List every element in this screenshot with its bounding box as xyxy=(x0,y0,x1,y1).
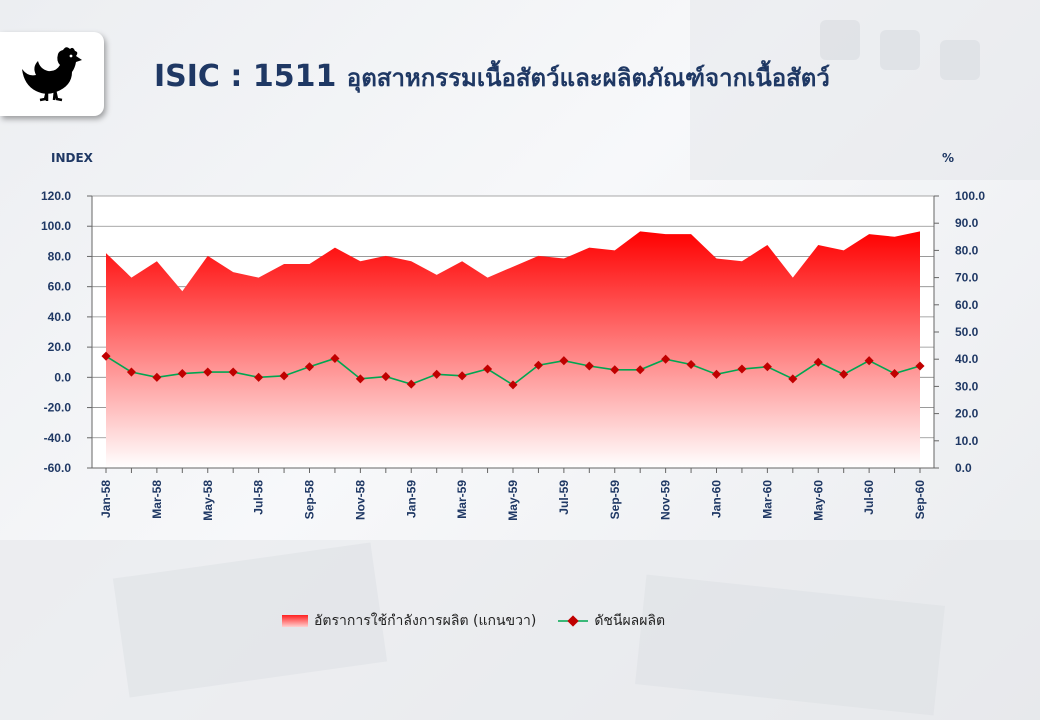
industry-name: อุตสาหกรรมเนื้อสัตว์และผลิตภัณฑ์จากเนื้อ… xyxy=(346,64,830,92)
x-tick-label: Jan-60 xyxy=(710,480,724,518)
right-tick-label: 10.0 xyxy=(955,434,979,448)
left-tick-label: 80.0 xyxy=(48,249,72,263)
x-tick-label: Nov-58 xyxy=(353,480,367,520)
production-index-point xyxy=(711,369,722,379)
right-tick-label: 70.0 xyxy=(955,271,979,285)
production-index-point xyxy=(508,380,518,390)
x-tick-label: Sep-59 xyxy=(608,480,622,520)
production-index-point xyxy=(737,364,747,374)
right-tick-label: 60.0 xyxy=(955,298,979,312)
x-tick-label: Nov-59 xyxy=(659,480,673,520)
left-tick-label: -40.0 xyxy=(44,431,72,445)
left-tick-label: 120.0 xyxy=(41,189,71,203)
page-title: ISIC : 1511 อุตสาหกรรมเนื้อสัตว์และผลิตภ… xyxy=(154,58,830,97)
right-tick-label: 30.0 xyxy=(955,379,979,393)
production-index-point xyxy=(126,367,136,377)
left-tick-label: -60.0 xyxy=(44,461,72,475)
isic-code: ISIC : 1511 xyxy=(154,59,337,94)
x-tick-label: Jan-58 xyxy=(99,480,113,518)
x-tick-label: May-58 xyxy=(201,480,215,521)
left-tick-label: 100.0 xyxy=(41,219,71,233)
x-tick-label: Jul-60 xyxy=(862,480,876,515)
left-axis-title: INDEX xyxy=(51,151,93,165)
right-tick-label: 80.0 xyxy=(955,243,979,257)
legend-line-swatch xyxy=(558,615,589,627)
x-tick-label: May-59 xyxy=(506,480,520,521)
icon-card xyxy=(0,32,104,116)
production-index-point xyxy=(152,372,162,382)
left-tick-label: 0.0 xyxy=(54,370,71,384)
x-tick-label: Sep-58 xyxy=(303,480,317,520)
left-tick-label: 20.0 xyxy=(48,340,72,354)
x-tick-label: Jan-59 xyxy=(404,480,418,518)
left-tick-label: 60.0 xyxy=(48,280,72,294)
right-tick-label: 100.0 xyxy=(955,189,985,203)
production-index-point xyxy=(101,351,111,361)
right-tick-label: 50.0 xyxy=(955,325,979,339)
production-index-point xyxy=(177,369,187,379)
x-tick-label: Jul-58 xyxy=(252,480,266,515)
production-index-point xyxy=(635,365,645,375)
legend-label-index: ดัชนีผลผลิต xyxy=(594,613,666,629)
legend-item-index: ดัชนีผลผลิต xyxy=(558,610,665,632)
left-tick-label: -20.0 xyxy=(44,401,72,415)
right-tick-label: 20.0 xyxy=(955,407,979,421)
chicken-icon xyxy=(22,47,82,102)
production-index-point xyxy=(610,365,620,375)
right-tick-label: 90.0 xyxy=(955,216,979,230)
legend-item-capacity: อัตราการใช้กำลังการผลิต (แกนขวา) xyxy=(282,610,536,632)
right-tick-label: 40.0 xyxy=(955,352,979,366)
x-tick-label: May-60 xyxy=(811,480,825,521)
production-index-point xyxy=(890,369,900,379)
production-index-point xyxy=(254,372,264,382)
left-tick-label: 40.0 xyxy=(48,310,72,324)
capacity-utilization-area xyxy=(106,231,920,468)
right-axis-title: % xyxy=(942,151,955,165)
right-tick-label: 0.0 xyxy=(955,461,972,475)
legend-area-swatch xyxy=(282,615,308,627)
production-index-point xyxy=(203,367,213,377)
x-tick-label: Jul-59 xyxy=(557,480,571,515)
x-tick-label: Mar-59 xyxy=(455,480,469,519)
production-index-point xyxy=(228,367,238,377)
x-tick-label: Sep-60 xyxy=(913,480,927,520)
legend-label-capacity: อัตราการใช้กำลังการผลิต (แกนขวา) xyxy=(314,613,537,629)
x-tick-label: Mar-58 xyxy=(150,480,164,519)
x-tick-label: Mar-60 xyxy=(760,480,774,519)
production-index-point xyxy=(839,369,849,379)
legend: อัตราการใช้กำลังการผลิต (แกนขวา) ดัชนีผล… xyxy=(282,610,687,632)
